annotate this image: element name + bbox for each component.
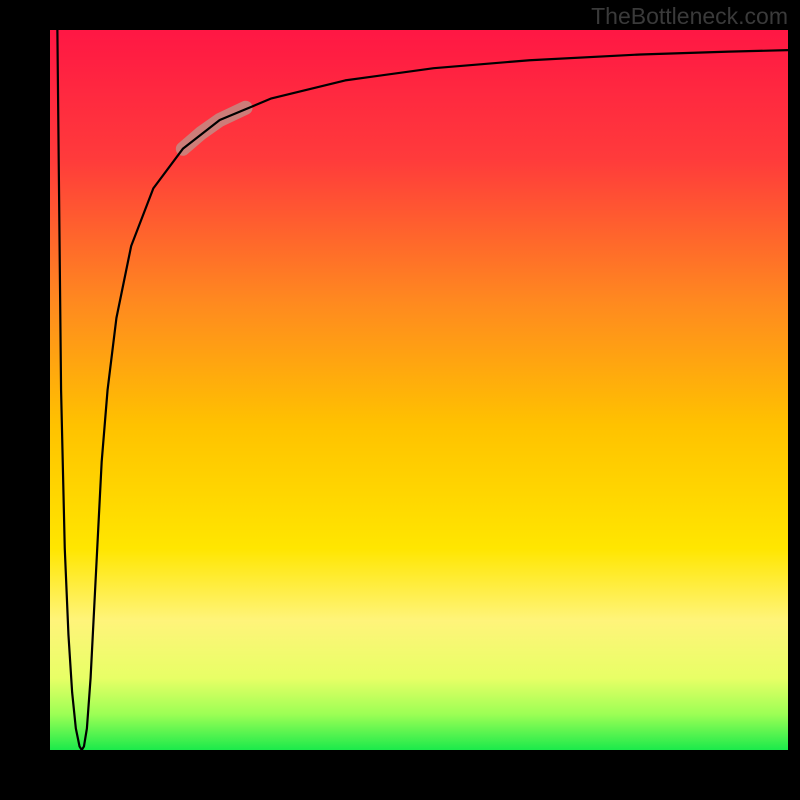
plot-area: [50, 30, 788, 750]
curve-layer: [50, 30, 788, 750]
bottleneck-curve: [57, 30, 788, 750]
chart-frame: TheBottleneck.com: [0, 0, 800, 800]
attribution-text: TheBottleneck.com: [591, 3, 788, 30]
